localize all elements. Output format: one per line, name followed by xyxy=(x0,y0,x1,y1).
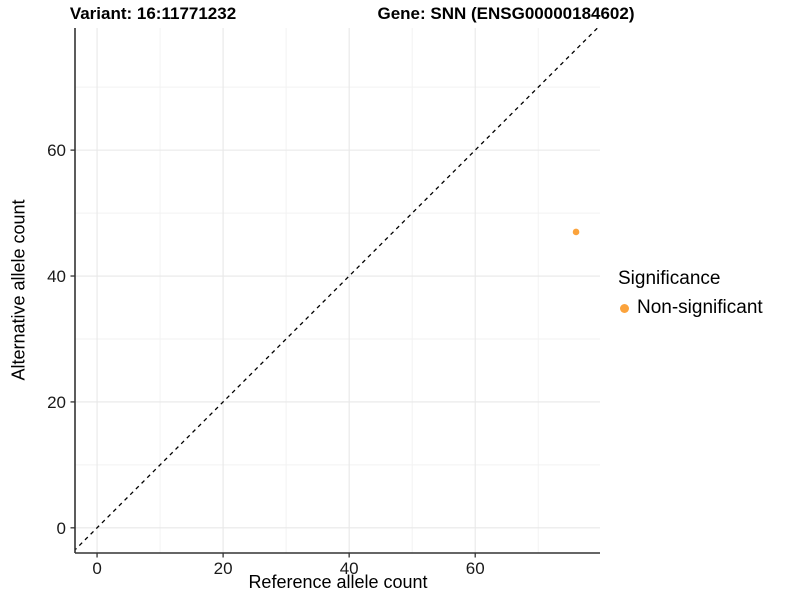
legend-point-icon xyxy=(620,303,629,313)
legend-item-label: Non-significant xyxy=(637,297,763,318)
y-tick-label: 0 xyxy=(57,519,66,538)
variant-title: Variant: 16:11771232 xyxy=(69,4,237,23)
x-tick-label: 40 xyxy=(340,559,359,578)
x-axis-title: Reference allele count xyxy=(248,572,428,592)
legend-title: Significance xyxy=(618,268,721,289)
y-tick-label: 40 xyxy=(47,267,66,286)
gene-title: Gene: SNN (ENSG00000184602) xyxy=(377,4,635,23)
x-tick-label: 0 xyxy=(92,559,101,578)
x-tick-label: 60 xyxy=(466,559,485,578)
x-tick-label: 20 xyxy=(214,559,233,578)
y-axis-title: Alternative allele count xyxy=(8,199,29,381)
legend: Significance Non-significant xyxy=(618,268,763,319)
y-tick-label: 60 xyxy=(47,141,66,160)
legend-item: Non-significant xyxy=(618,297,763,319)
y-tick-label: 20 xyxy=(47,393,66,412)
identity-reference-line xyxy=(75,28,599,551)
data-point xyxy=(572,228,580,236)
